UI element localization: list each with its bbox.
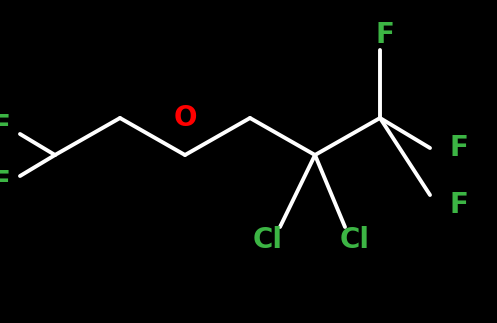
Text: Cl: Cl — [253, 226, 283, 254]
Text: F: F — [0, 169, 10, 197]
Text: F: F — [450, 191, 469, 219]
Text: O: O — [173, 104, 197, 132]
Text: F: F — [450, 134, 469, 162]
Text: F: F — [376, 21, 395, 49]
Text: F: F — [0, 113, 10, 141]
Text: Cl: Cl — [340, 226, 370, 254]
